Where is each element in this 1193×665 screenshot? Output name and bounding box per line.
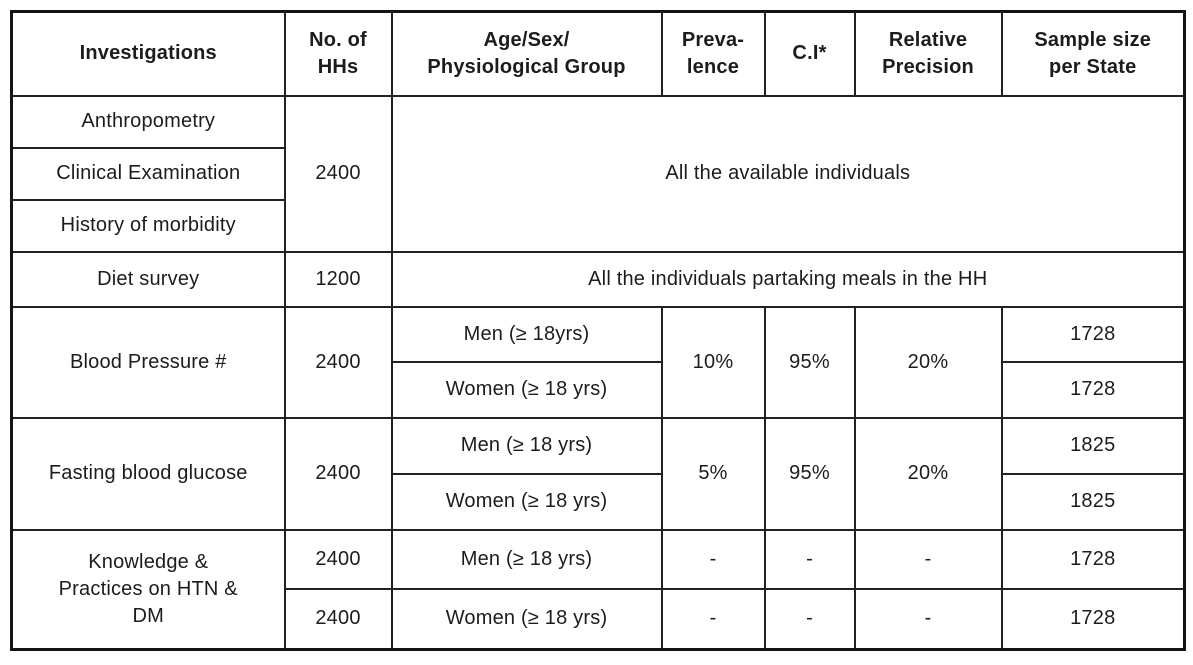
cell-group-fbg-women: Women (≥ 18 yrs) — [390, 472, 663, 531]
col-header-investigations: Investigations — [10, 10, 286, 97]
cell-group-bp-men: Men (≥ 18yrs) — [390, 305, 663, 363]
cell-hhs-blood-pressure: 2400 — [283, 305, 393, 419]
cell-sample-size-kp-women: 1728 — [1000, 587, 1186, 651]
col-header-relative-precision: Relative Precision — [853, 10, 1003, 97]
table-header-row: Investigations No. of HHs Age/Sex/ Physi… — [10, 10, 1186, 97]
cell-hhs-kp-men: 2400 — [283, 528, 393, 590]
cell-investigation-history-morbidity: History of morbidity — [10, 198, 286, 253]
cell-hhs-kp-women: 2400 — [283, 587, 393, 651]
cell-sample-size-bp-men: 1728 — [1000, 305, 1186, 363]
table-row: Anthropometry 2400 All the available ind… — [10, 94, 1186, 253]
cell-prevalence-kp-men: - — [660, 528, 766, 590]
cell-prevalence-fasting-glucose: 5% — [660, 416, 766, 531]
cell-ci-kp-women: - — [763, 587, 856, 651]
cell-group-fbg-men: Men (≥ 18 yrs) — [390, 416, 663, 475]
table-row: History of morbidity — [10, 198, 1185, 253]
cell-relative-precision-fasting-glucose: 20% — [853, 416, 1003, 531]
table-row: 2400 Women (≥ 18 yrs) - - - 1728 — [12, 587, 1186, 651]
cell-group-kp-men: Men (≥ 18 yrs) — [390, 528, 663, 590]
cell-sample-size-bp-women: 1728 — [1000, 360, 1186, 419]
cell-sample-size-fbg-women: 1825 — [1000, 472, 1186, 531]
cell-hhs-fasting-glucose: 2400 — [283, 416, 393, 531]
table-row: Clinical Examination — [10, 146, 1185, 201]
table-row: Diet survey 1200 All the individuals par… — [10, 250, 1186, 308]
cell-investigation-fasting-glucose: Fasting blood glucose — [10, 416, 286, 531]
col-header-prevalence: Preva- lence — [660, 10, 766, 97]
col-header-age-sex-group: Age/Sex/ Physiological Group — [390, 10, 663, 97]
cell-relative-precision-kp-men: - — [853, 528, 1003, 590]
col-header-ci: C.I* — [763, 10, 856, 97]
col-header-sample-size: Sample size per State — [1000, 10, 1186, 97]
cell-investigation-knowledge-practices: Knowledge & Practices on HTN & DM — [10, 528, 286, 651]
cell-prevalence-kp-women: - — [660, 587, 766, 651]
cell-hhs-anthropometry-group: 2400 — [283, 94, 393, 253]
table-row: Women (≥ 18 yrs) 1728 — [12, 360, 1186, 419]
cell-sample-size-kp-men: 1728 — [1000, 528, 1186, 590]
table-row: Knowledge & Practices on HTN & DM 2400 M… — [10, 528, 1186, 651]
table-row: Fasting blood glucose 2400 Men (≥ 18 yrs… — [10, 416, 1186, 531]
cell-coverage-anthropometry-group: All the available individuals — [390, 94, 1186, 253]
table-row: Women (≥ 18 yrs) 1825 — [12, 472, 1186, 531]
col-header-no-of-hhs: No. of HHs — [283, 10, 393, 97]
cell-relative-precision-kp-women: - — [853, 587, 1003, 651]
cell-hhs-diet-survey: 1200 — [283, 250, 393, 308]
cell-ci-fasting-glucose: 95% — [763, 416, 856, 531]
cell-sample-size-fbg-men: 1825 — [1000, 416, 1186, 475]
cell-ci-blood-pressure: 95% — [763, 305, 856, 419]
table-row: Blood Pressure # 2400 Men (≥ 18yrs) 10% … — [10, 305, 1186, 419]
cell-investigation-clinical-examination: Clinical Examination — [10, 146, 286, 201]
cell-coverage-diet-survey: All the individuals partaking meals in t… — [390, 250, 1186, 308]
cell-prevalence-blood-pressure: 10% — [660, 305, 766, 419]
cell-group-bp-women: Women (≥ 18 yrs) — [390, 360, 663, 419]
cell-investigation-diet-survey: Diet survey — [10, 250, 286, 308]
cell-investigation-anthropometry: Anthropometry — [10, 94, 286, 149]
cell-relative-precision-blood-pressure: 20% — [853, 305, 1003, 419]
sampling-plan-table: Investigations No. of HHs Age/Sex/ Physi… — [10, 10, 1186, 651]
cell-group-kp-women: Women (≥ 18 yrs) — [390, 587, 663, 651]
cell-investigation-blood-pressure: Blood Pressure # — [10, 305, 286, 419]
cell-ci-kp-men: - — [763, 528, 856, 590]
